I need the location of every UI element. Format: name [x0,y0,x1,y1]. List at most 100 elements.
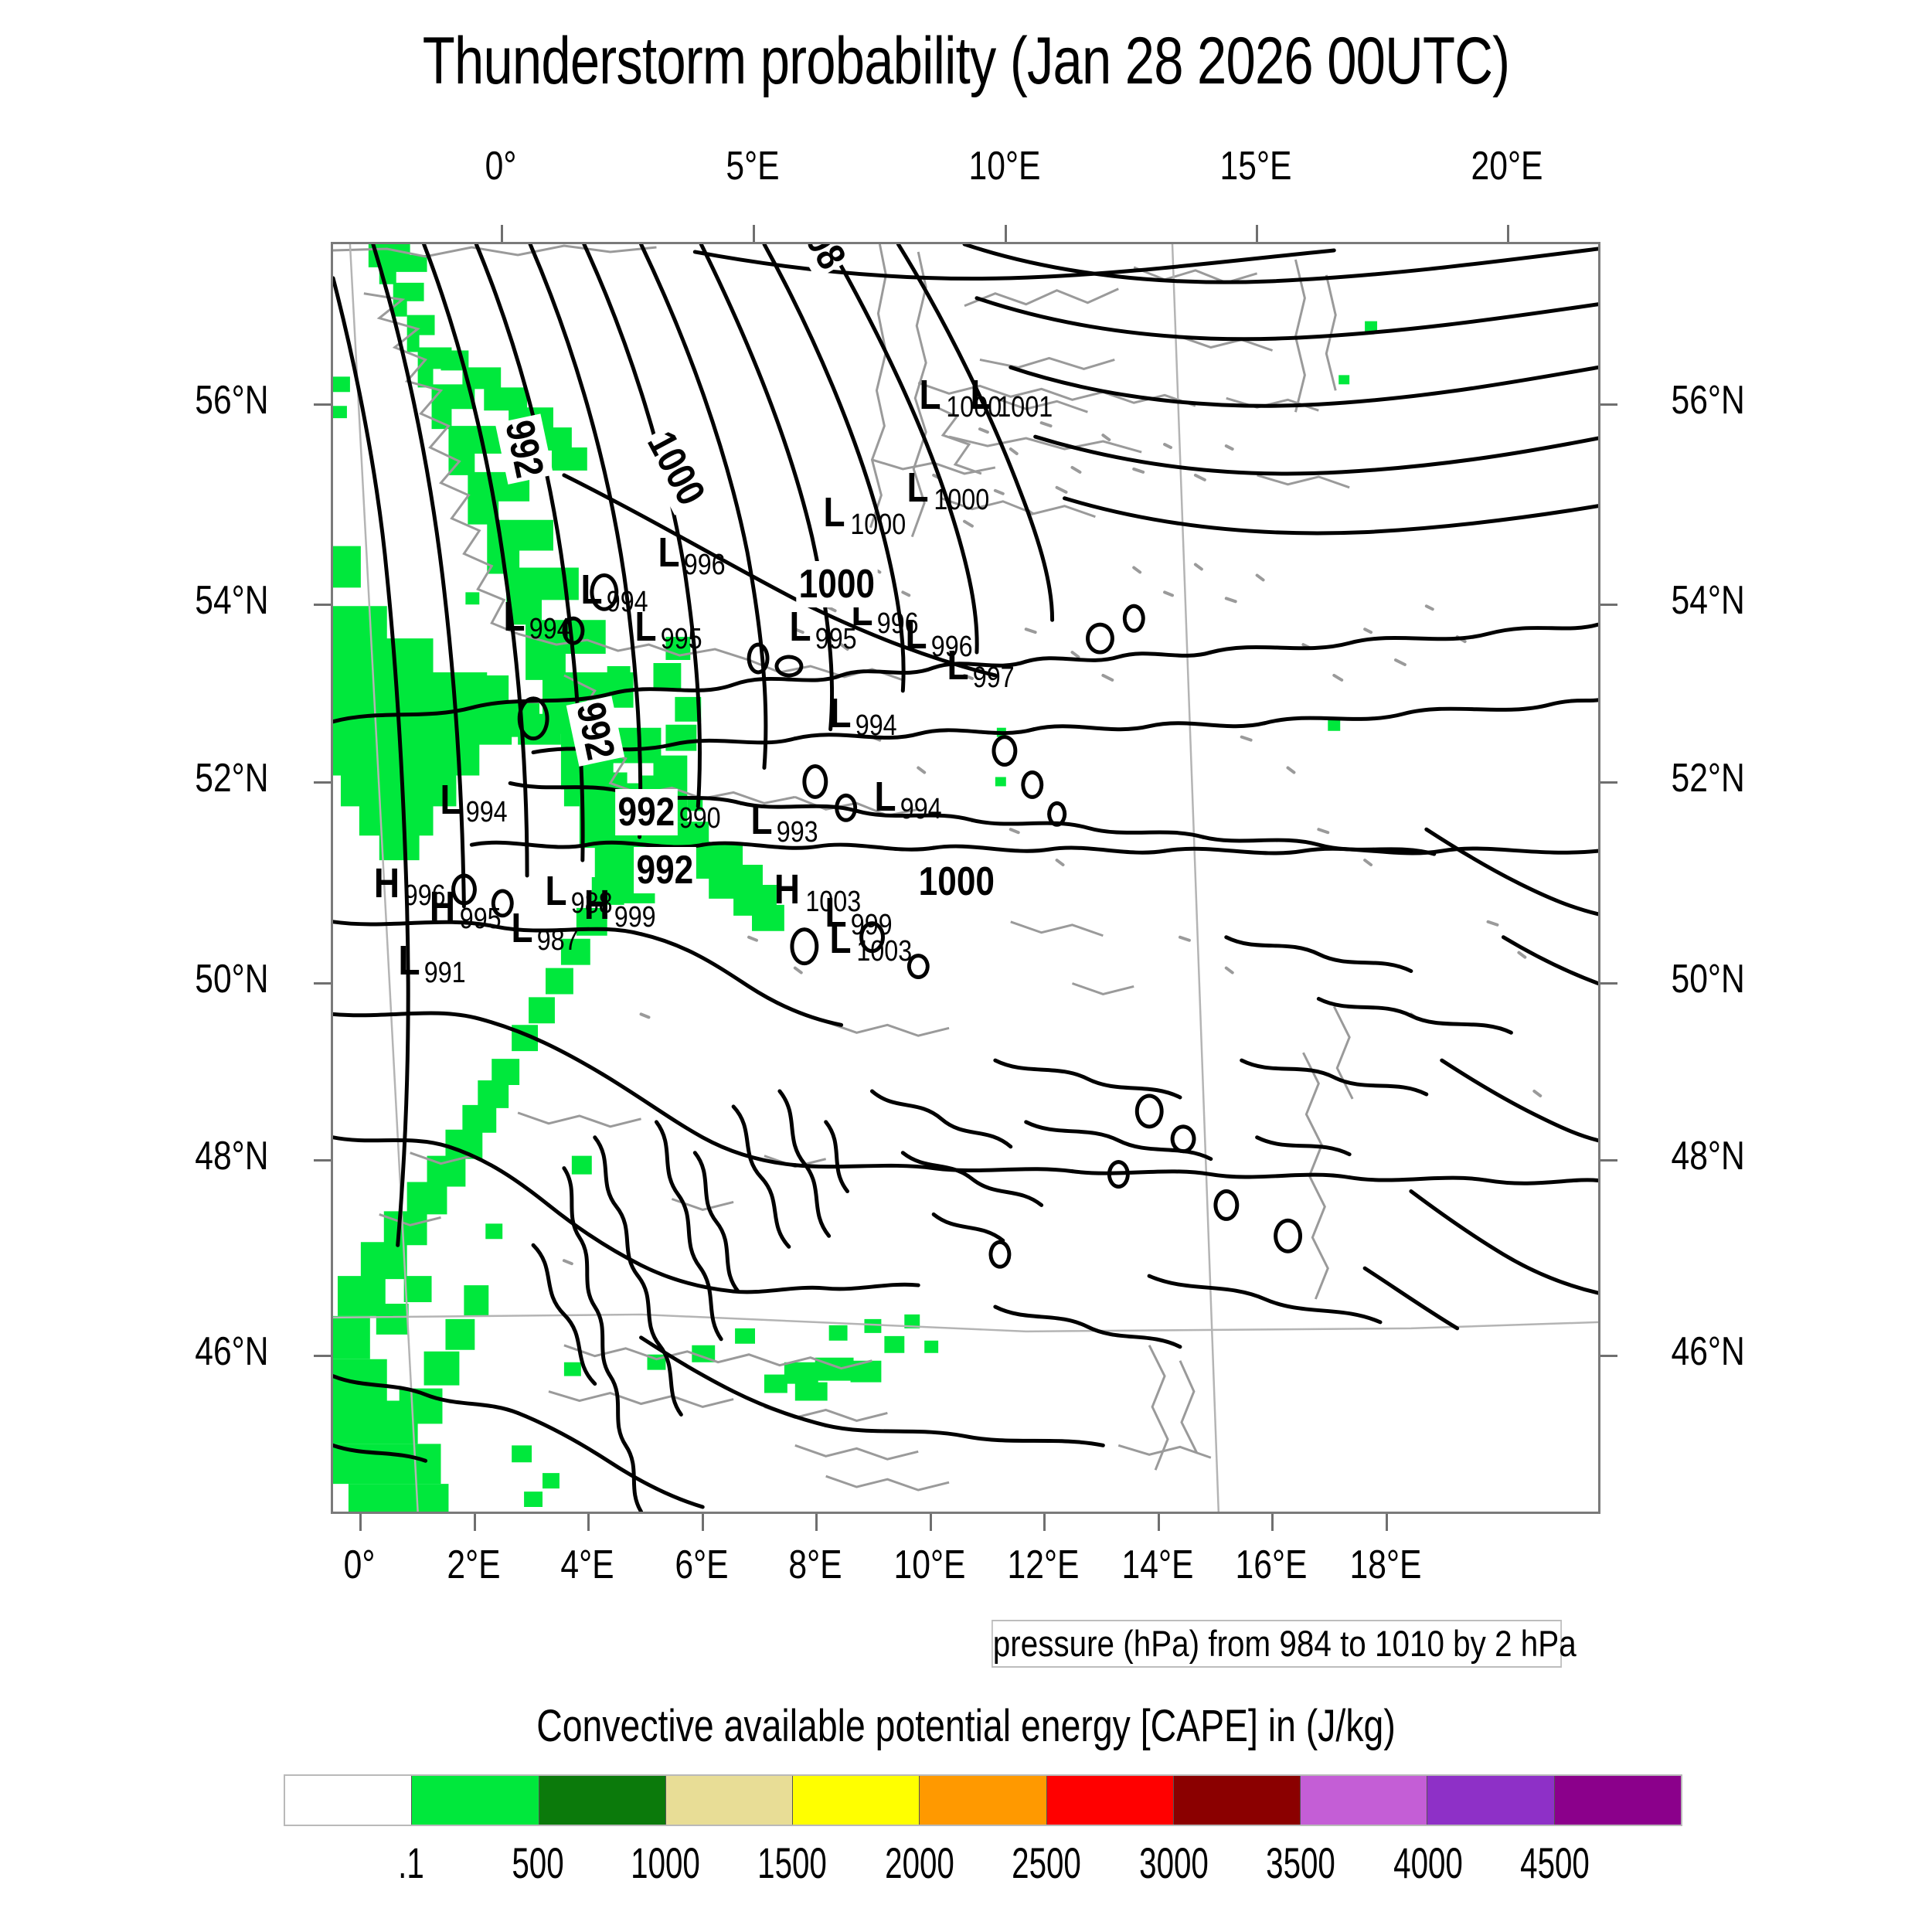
lat-left-label: 54°N [195,578,269,623]
lon-top-label: 5°E [726,144,780,189]
low-pressure-marker: L 1000 [905,467,995,515]
marker-value: 994 [606,586,648,618]
low-pressure-marker: L 1001 [968,374,1058,422]
marker-value: 987 [536,924,579,957]
lon-bottom-tick [359,1514,362,1531]
isobar-label: 992 [615,789,678,835]
lat-right-label: 48°N [1671,1134,1745,1179]
marker-letter: L [658,529,680,576]
colorbar-tick-label: .1 [397,1838,424,1887]
colorbar-swatch [665,1776,793,1825]
low-pressure-marker: L 996 [656,532,729,580]
lat-right-label: 46°N [1671,1329,1745,1374]
marker-value: 995 [459,903,502,935]
lon-bottom-tick [1386,1514,1388,1531]
marker-value: 988 [570,887,613,920]
marker-letter: L [634,604,657,650]
lon-top-tick [753,225,755,242]
marker-letter: L [440,777,462,823]
low-pressure-marker: L 995 [633,606,706,654]
colorbar-title: Convective available potential energy [C… [536,1701,1396,1751]
low-pressure-marker: L 999 [823,892,896,940]
marker-letter: L [789,604,811,650]
low-pressure-marker: L 994 [502,596,574,644]
low-pressure-marker: L 994 [828,692,900,740]
lon-bottom-tick [702,1514,704,1531]
lon-top-label: 15°E [1219,144,1292,189]
lon-bottom-label: 12°E [1007,1543,1080,1587]
lat-right-label: 52°N [1671,756,1745,801]
marker-value: 991 [423,957,466,989]
lat-left-tick [314,1355,331,1357]
colorbar [284,1774,1682,1826]
lat-right-label: 50°N [1671,957,1745,1002]
low-pressure-marker: L 994 [438,779,511,827]
lat-left-label: 52°N [195,756,269,801]
marker-value: 990 [679,802,721,835]
isobar-label: 1000 [916,859,998,905]
marker-letter: L [919,372,941,418]
high-pressure-marker: H 999 [582,884,659,932]
colorbar-swatch [1046,1776,1173,1825]
marker-letter: L [874,774,896,820]
colorbar-swatch [1427,1776,1554,1825]
marker-letter: L [905,611,927,658]
lon-top-tick [501,225,503,242]
pressure-caption-box: pressure (hPa) from 984 to 1010 by 2 hPa [992,1620,1577,1668]
marker-value: 999 [614,901,656,934]
colorbar-tick-label: 1500 [757,1838,828,1887]
lon-bottom-tick [1271,1514,1274,1531]
colorbar-tick-label: 1000 [630,1838,700,1887]
lat-left-tick [314,982,331,985]
lat-left-tick [314,604,331,606]
lon-top-tick [1005,225,1007,242]
cape-shading [333,244,1378,1512]
lon-bottom-label: 4°E [560,1543,614,1587]
marker-value: 1000 [946,391,1002,423]
marker-value: 999 [850,909,893,941]
lon-bottom-tick [930,1514,932,1531]
lon-top-tick [1256,225,1258,242]
lat-left-label: 48°N [195,1134,269,1179]
marker-letter: L [511,905,533,951]
marker-value: 994 [900,793,942,825]
lat-left-tick [314,781,331,784]
marker-value: 996 [876,607,919,640]
marker-letter: L [906,464,929,511]
low-pressure-marker: L 994 [872,776,945,824]
marker-value: 1003 [856,935,913,968]
marker-letter: L [580,566,603,613]
colorbar-swatch [411,1776,539,1825]
marker-letter: L [947,642,969,689]
lon-bottom-tick [587,1514,590,1531]
marker-value: 996 [403,879,446,912]
marker-letter: L [970,372,992,418]
marker-value: 996 [683,549,726,581]
marker-value: 995 [660,623,702,655]
marker-letter: L [825,889,847,936]
graticule [333,244,1598,1512]
marker-value: 996 [930,631,973,663]
marker-value: 997 [972,662,1015,694]
lon-bottom-tick [1158,1514,1160,1531]
colorbar-swatch [285,1776,412,1825]
marker-letter: L [503,594,526,640]
high-pressure-marker: H 995 [427,886,505,934]
lon-top-label: 0° [485,144,517,189]
lon-bottom-label: 14°E [1121,1543,1194,1587]
colorbar-tick-label: 4000 [1393,1838,1463,1887]
lon-bottom-label: 0° [343,1543,376,1587]
lon-bottom-tick [474,1514,476,1531]
lon-top-label: 20°E [1471,144,1543,189]
marker-letter: L [750,797,773,843]
page-title: Thunderstorm probability (Jan 28 2026 00… [422,24,1510,98]
lat-left-tick [314,403,331,406]
marker-value: 994 [855,709,897,742]
map-plot-area: L 994 L 994 L 996 L 995 L 995 L 994 L 1000 L 1000 L 1000 L… [331,242,1600,1514]
lat-right-tick [1600,781,1617,784]
lat-right-label: 56°N [1671,378,1745,423]
colorbar-tick-label: 4500 [1520,1838,1590,1887]
low-pressure-marker: L 1000 [917,374,1007,422]
marker-value: 1003 [805,886,862,918]
colorbar-tick-label: 3000 [1138,1838,1209,1887]
